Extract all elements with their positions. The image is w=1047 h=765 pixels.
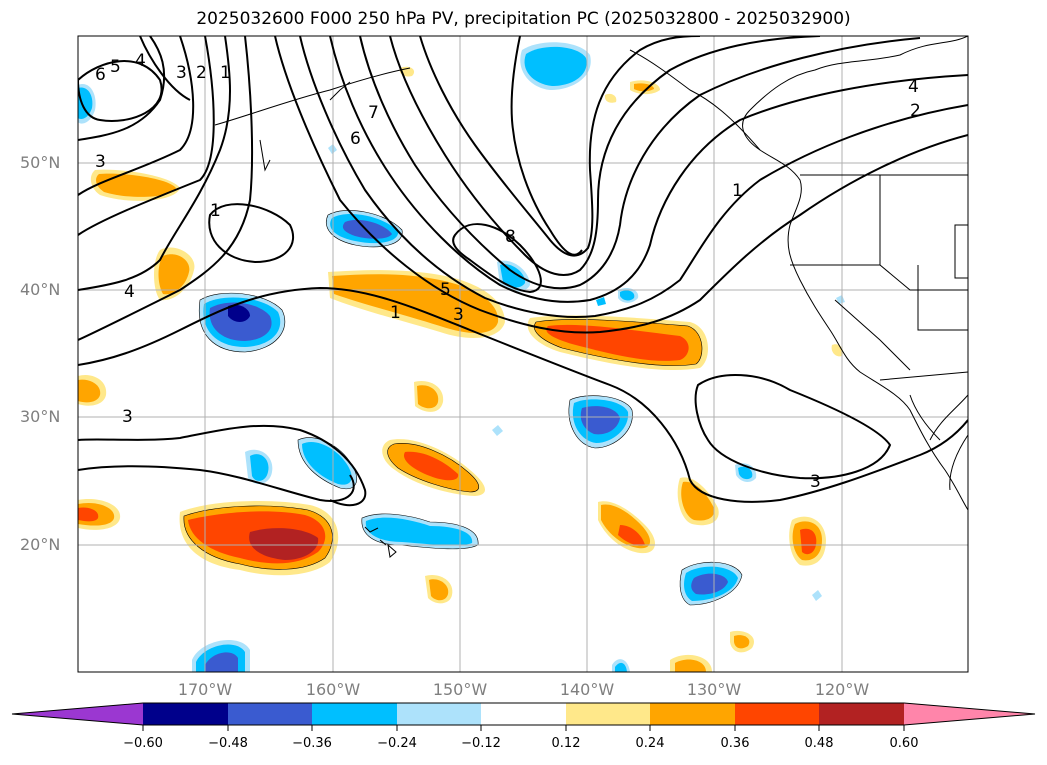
colorbar-tick-label: 0.12 (551, 736, 581, 751)
colorbar-cell (819, 703, 904, 725)
pv-label: 1 (732, 181, 743, 201)
lat-label-20n: 20°N (20, 535, 61, 554)
pv-contours (78, 36, 968, 507)
precip-positive-areas (78, 66, 844, 672)
pv-label: 1 (220, 63, 231, 83)
lon-label-170w: 170°W (177, 680, 233, 699)
map-title: 2025032600 F000 250 hPa PV, precipitatio… (196, 9, 851, 29)
pv-label: 3 (810, 472, 821, 492)
pv-label: 2 (910, 101, 921, 121)
pv-label: 4 (124, 282, 135, 302)
lon-label-130w: 130°W (686, 680, 742, 699)
colorbar-tick-label: −0.36 (292, 736, 332, 751)
colorbar-tick-label: −0.60 (123, 736, 163, 751)
pv-label: 3 (122, 407, 133, 427)
lat-label-40n: 40°N (20, 280, 61, 299)
colorbar-tick-label: −0.12 (461, 736, 501, 751)
pv-label: 8 (505, 227, 516, 247)
pv-label: 1 (210, 201, 221, 221)
map-gridlines (78, 36, 968, 672)
pv-label: 4 (135, 51, 146, 71)
colorbar-tick-label: 0.36 (720, 736, 750, 751)
coastlines (214, 36, 968, 558)
colorbar-cell (397, 703, 481, 725)
pv-label: 5 (440, 280, 451, 300)
lon-label-150w: 150°W (432, 680, 488, 699)
pv-label: 6 (95, 65, 106, 85)
colorbar-cell (228, 703, 312, 725)
lon-label-120w: 120°W (814, 680, 870, 699)
pv-label: 6 (350, 129, 361, 149)
lon-label-140w: 140°W (559, 680, 615, 699)
precip-negative-areas (78, 42, 845, 672)
pv-label: 3 (176, 63, 187, 83)
colorbar-tick-label: −0.48 (208, 736, 248, 751)
colorbar-cells (143, 703, 904, 725)
pv-label: 4 (908, 77, 919, 97)
colorbar-under-extension (12, 703, 143, 725)
colorbar-cell (735, 703, 819, 725)
pv-label: 2 (196, 63, 207, 83)
lon-label-160w: 160°W (305, 680, 361, 699)
colorbar-tick-label: 0.60 (889, 736, 919, 751)
colorbar-tick-label: 0.48 (804, 736, 834, 751)
pv-label: 3 (95, 152, 106, 172)
colorbar-cell (143, 703, 228, 725)
colorbar (11, 702, 1036, 731)
colorbar-ticks (142, 725, 905, 731)
map-frame (77, 35, 969, 673)
lat-label-30n: 30°N (20, 407, 61, 426)
pv-label: 5 (110, 57, 121, 77)
colorbar-tick-label: −0.24 (377, 736, 417, 751)
pv-label: 1 (390, 303, 401, 323)
colorbar-cell (566, 703, 650, 725)
pv-contour-labels: 6 5 4 3 2 1 7 6 4 2 1 8 5 3 1 1 4 3 3 3 (95, 51, 921, 492)
colorbar-tick-label: 0.24 (635, 736, 665, 751)
colorbar-cell (312, 703, 397, 725)
pv-label: 7 (368, 103, 379, 123)
colorbar-over-extension (904, 703, 1035, 725)
pv-label: 3 (453, 305, 464, 325)
precip-outlines (183, 210, 743, 606)
colorbar-cell (481, 703, 566, 725)
colorbar-cell (650, 703, 735, 725)
lat-label-50n: 50°N (20, 153, 61, 172)
precip-anomaly-shading (78, 42, 845, 672)
